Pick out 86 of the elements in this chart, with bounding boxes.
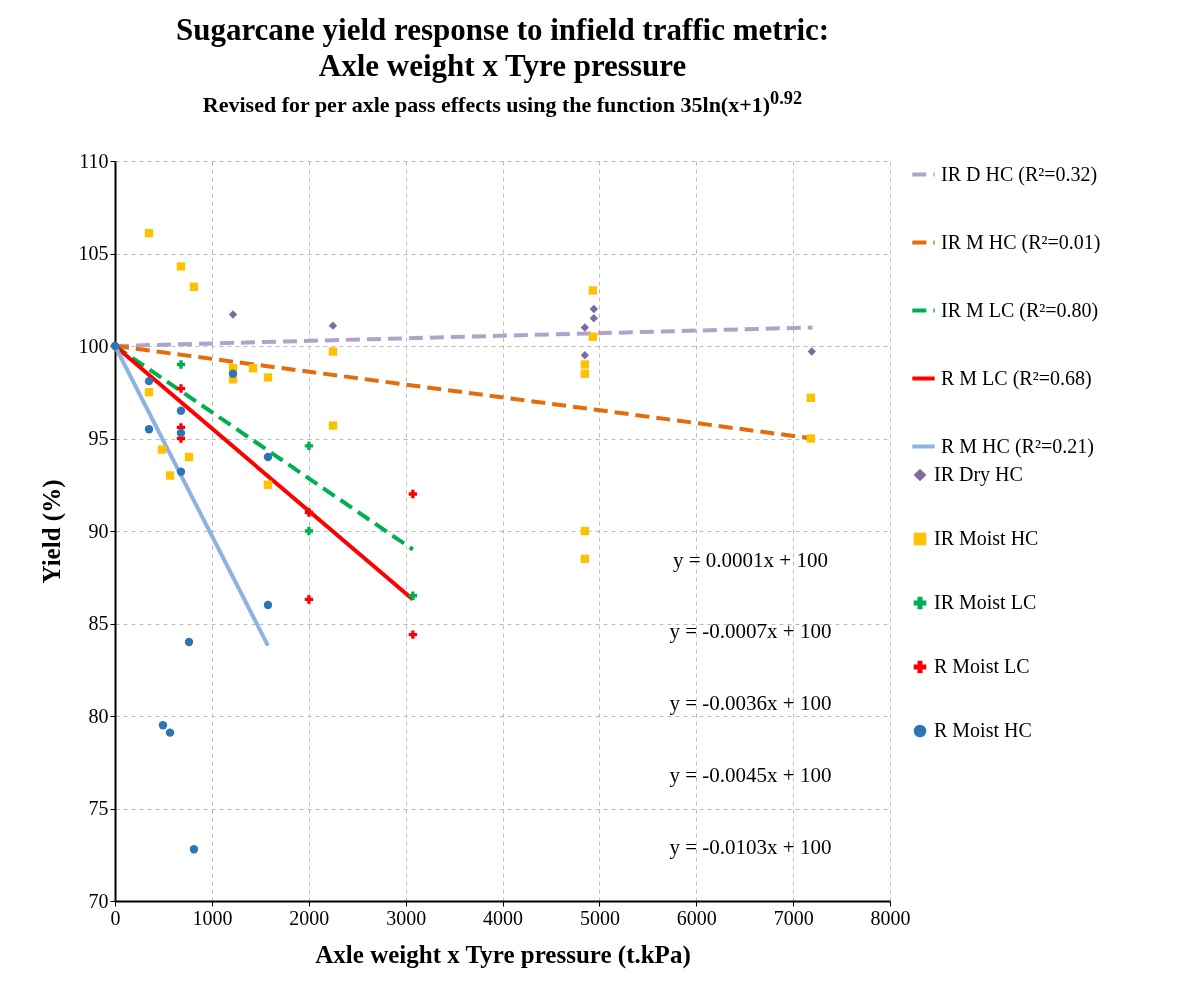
legend-label: IR M LC (R²=0.80) — [941, 298, 1099, 322]
point — [189, 282, 199, 291]
point — [165, 728, 175, 737]
point — [580, 526, 590, 536]
point — [328, 347, 338, 356]
y-tick-label: 110 — [79, 149, 109, 172]
point — [144, 376, 154, 386]
point — [144, 388, 154, 397]
point — [589, 314, 599, 323]
point — [110, 341, 120, 351]
y-tick-label: 90 — [88, 519, 109, 542]
x-tick-label: 6000 — [676, 906, 717, 929]
point — [408, 630, 418, 639]
y-tick-label: 70 — [88, 889, 109, 912]
point — [189, 845, 199, 854]
point — [165, 471, 175, 480]
point — [176, 467, 186, 476]
point — [228, 310, 238, 319]
point — [580, 323, 590, 332]
legend-label: R Moist HC — [934, 719, 1032, 741]
annotation: y = -0.0045x + 100 — [669, 762, 832, 787]
point — [144, 425, 154, 434]
y-tick-label: 75 — [88, 797, 109, 819]
point — [176, 360, 186, 369]
point — [580, 351, 590, 360]
point — [588, 332, 598, 341]
legend-label: IR M HC (R²=0.01) — [941, 230, 1101, 254]
x-tick-label: 2000 — [289, 906, 330, 929]
point — [263, 452, 273, 462]
point — [157, 445, 167, 454]
x-tick-label: 1000 — [192, 906, 233, 929]
point — [184, 452, 194, 462]
point — [589, 304, 599, 314]
point — [408, 591, 418, 600]
x-tick-label: 7000 — [773, 906, 814, 929]
point — [328, 421, 338, 430]
x-tick-label: 8000 — [870, 906, 911, 929]
x-tick-label: 0 — [110, 906, 121, 929]
point — [176, 428, 186, 438]
point — [580, 369, 590, 378]
annotation: y = 0.0001x + 100 — [673, 547, 828, 572]
point — [580, 554, 590, 563]
legend-label: IR D HC (R²=0.32) — [941, 162, 1098, 186]
point — [176, 406, 186, 415]
point — [807, 347, 816, 356]
point — [263, 373, 273, 382]
x-tick-label: 3000 — [386, 906, 427, 929]
chart-title: Sugarcane yield response to infield traffic metric: Axle weight x Tyre pressure — [174, 12, 831, 84]
annotation: y = -0.0036x + 100 — [669, 691, 832, 716]
annotation: y = -0.0103x + 100 — [669, 834, 832, 859]
legend-label: IR Moist HC — [934, 527, 1039, 549]
legend-label: R M LC (R²=0.68) — [941, 366, 1092, 390]
point — [806, 393, 816, 402]
point — [304, 595, 314, 604]
point — [176, 384, 186, 393]
y-tick-label: 95 — [88, 427, 109, 449]
y-tick-label: 80 — [88, 704, 109, 727]
y-tick-label: 85 — [88, 612, 109, 634]
point — [158, 721, 168, 730]
x-tick-label: 5000 — [579, 906, 620, 929]
chart-subtitle: Revised for per axle pass effects using the function 35ln(x+1)$^{0.92}$ — [201, 88, 804, 119]
point — [248, 364, 258, 373]
point — [580, 360, 590, 369]
point — [588, 286, 598, 295]
y-tick-label: 105 — [78, 242, 109, 264]
point — [408, 489, 418, 499]
annotation: y = -0.0007x + 100 — [669, 619, 832, 644]
point — [328, 321, 338, 330]
point — [263, 600, 273, 610]
point — [144, 228, 154, 238]
y-axis-title: Yield (%) — [37, 479, 66, 584]
legend-label: IR Dry HC — [934, 463, 1023, 486]
y-tick-label: 100 — [78, 334, 109, 357]
x-tick-label: 4000 — [483, 906, 523, 929]
point — [304, 526, 314, 536]
point — [184, 637, 194, 647]
point — [228, 369, 238, 378]
point — [263, 480, 273, 489]
point — [304, 441, 314, 451]
point — [176, 262, 186, 271]
legend-label: R Moist LC — [934, 655, 1030, 677]
point — [806, 434, 816, 443]
x-axis-title: Axle weight x Tyre pressure (t.kPa) — [315, 940, 691, 969]
legend-label: R M HC (R²=0.21) — [941, 434, 1094, 458]
point — [304, 508, 314, 517]
legend-label: IR Moist LC — [934, 591, 1037, 613]
